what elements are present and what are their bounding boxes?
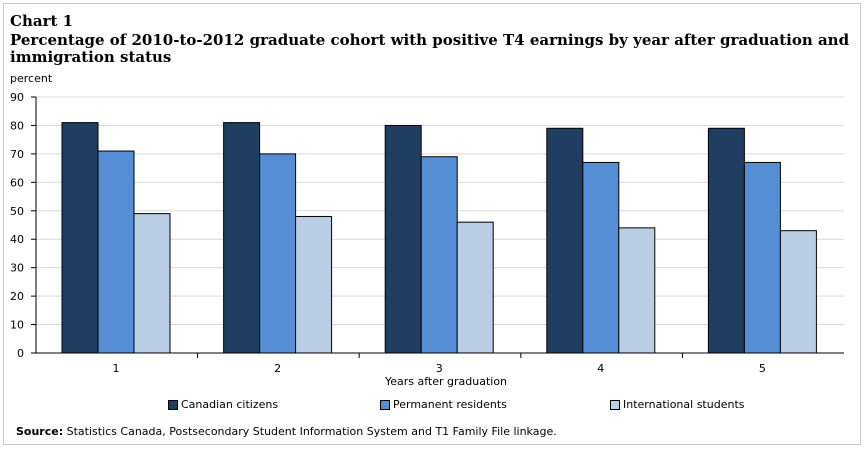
chart-title: Percentage of 2010-to-2012 graduate coho… — [10, 31, 850, 66]
source-text: Statistics Canada, Postsecondary Student… — [66, 425, 557, 438]
bar — [61, 122, 99, 354]
legend-label-canadian: Canadian citizens — [181, 398, 279, 411]
y-tick-label: 50 — [10, 205, 24, 218]
y-tick-label: 70 — [10, 148, 24, 161]
legend-swatch-international — [610, 399, 620, 410]
y-tick-label: 60 — [10, 176, 24, 189]
legend-item-permanent-residents: Permanent residents — [380, 398, 507, 411]
bar — [779, 230, 817, 354]
bar — [456, 221, 494, 354]
x-tick-label: 2 — [274, 362, 281, 375]
source-label: Source: — [16, 425, 64, 438]
x-axis-title: Years after graduation — [384, 375, 507, 388]
bar — [420, 156, 458, 354]
legend-label-permanent: Permanent residents — [393, 398, 507, 411]
bar — [259, 153, 297, 354]
y-tick-label: 80 — [10, 119, 24, 132]
legend-item-international-students: International students — [610, 398, 744, 411]
bar — [97, 150, 135, 354]
y-tick-label: 40 — [10, 233, 24, 246]
x-tick-label: 1 — [113, 362, 120, 375]
legend-label-international: International students — [623, 398, 745, 411]
bar-chart: 0 10 20 30 40 50 60 70 80 90 1 2 3 4 5 Years after grad… — [10, 91, 844, 388]
y-tick-label: 10 — [10, 319, 24, 332]
bar — [618, 227, 656, 354]
y-tick-label: 90 — [10, 91, 24, 104]
y-tick-label: 20 — [10, 290, 24, 303]
legend-swatch-permanent — [380, 399, 390, 410]
legend: Canadian citizens Permanent residents In… — [0, 398, 868, 414]
x-tick-label: 3 — [436, 362, 443, 375]
bar — [223, 122, 261, 354]
y-axis-label: percent — [10, 72, 53, 85]
legend-item-canadian-citizens: Canadian citizens — [168, 398, 278, 411]
bar — [133, 213, 171, 354]
bar — [743, 161, 781, 354]
y-tick-label: 30 — [10, 262, 24, 275]
chart-number: Chart 1 — [10, 12, 74, 30]
bar — [707, 127, 745, 354]
bar — [546, 127, 584, 354]
bar — [295, 215, 333, 354]
source-note: Source: Statistics Canada, Postsecondary… — [16, 425, 557, 438]
bar — [384, 124, 422, 354]
x-tick-label: 4 — [597, 362, 604, 375]
y-tick-label: 0 — [17, 347, 24, 360]
legend-swatch-canadian — [168, 399, 178, 410]
x-tick-label: 5 — [759, 362, 766, 375]
bar — [582, 161, 620, 354]
